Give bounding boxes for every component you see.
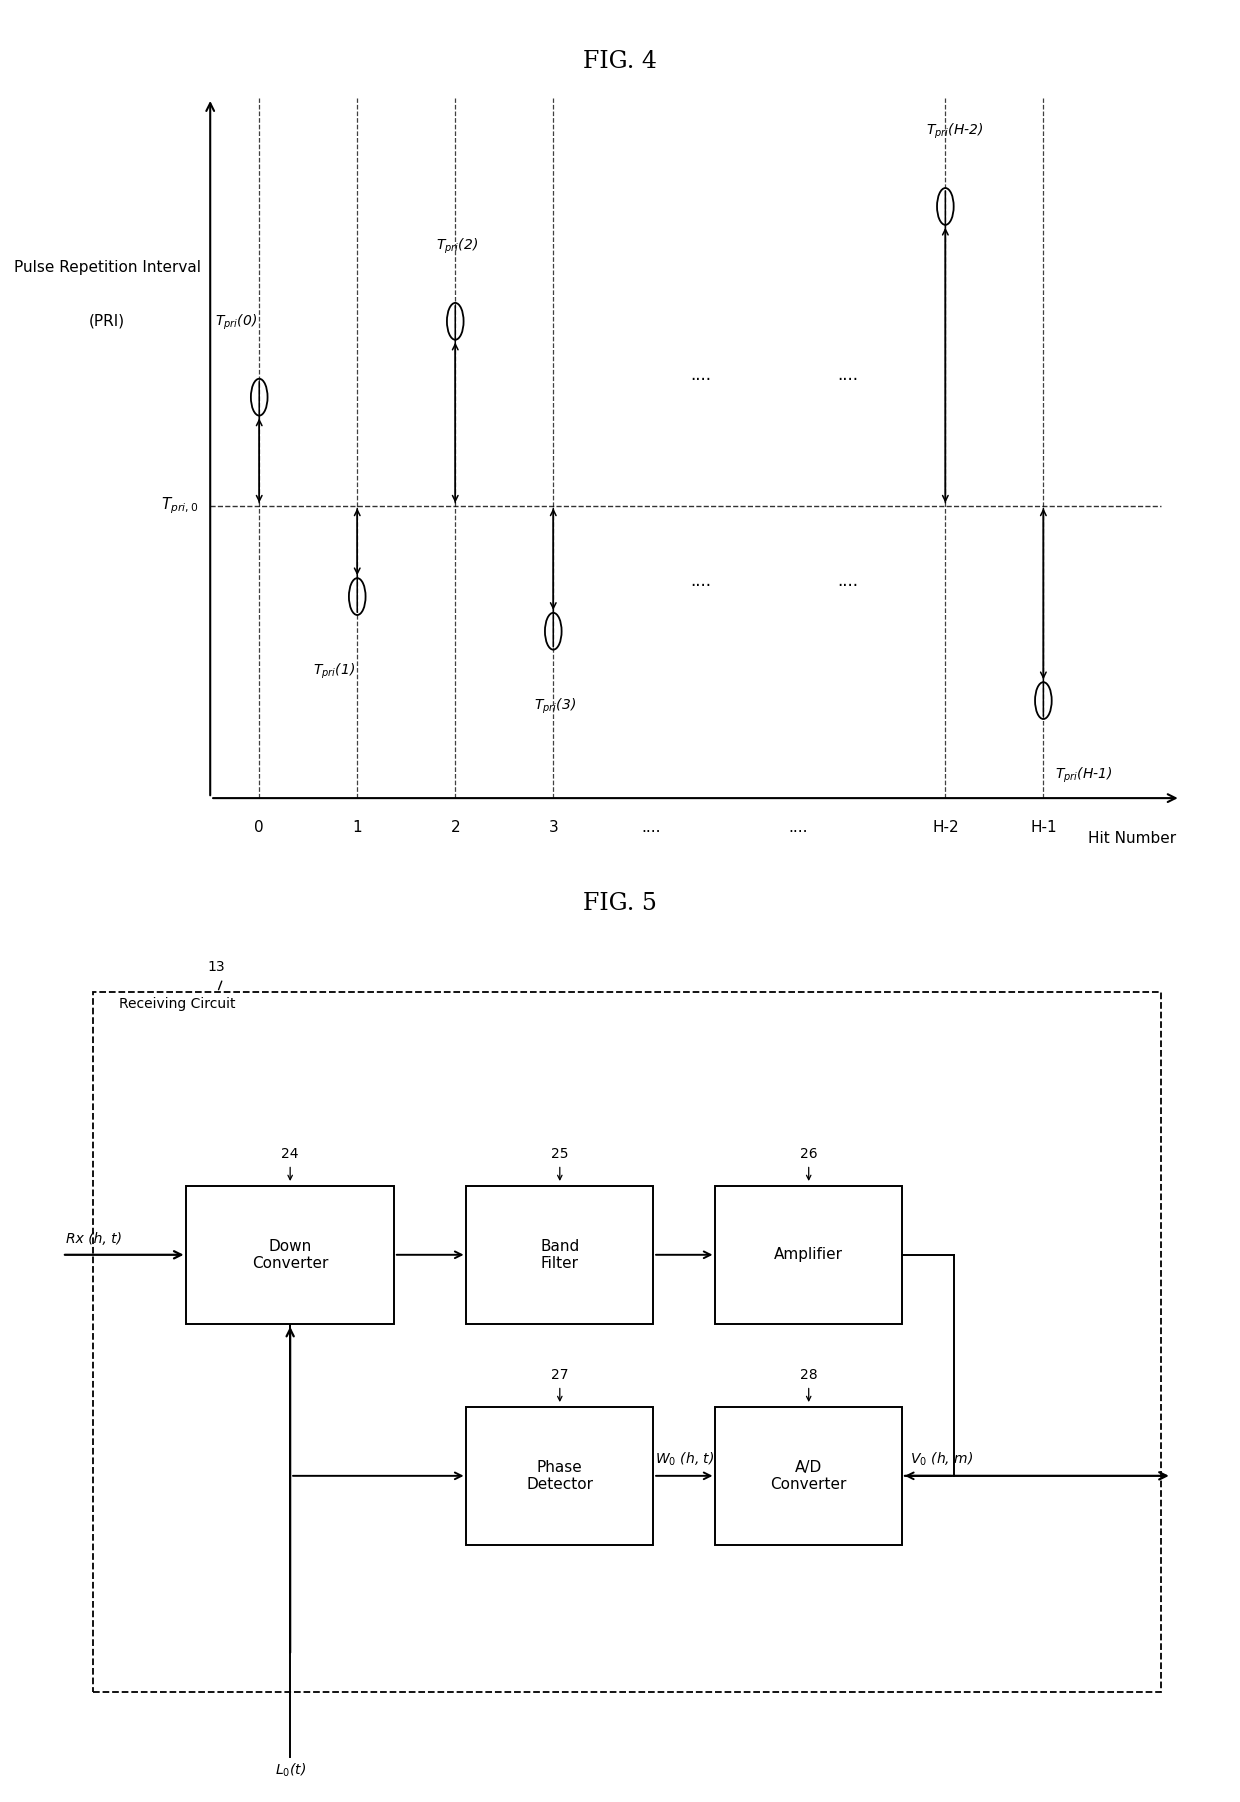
Text: Band
Filter: Band Filter — [541, 1238, 579, 1270]
Text: A/D
Converter: A/D Converter — [770, 1460, 847, 1492]
Text: 24: 24 — [281, 1146, 299, 1160]
Text: Receiving Circuit: Receiving Circuit — [119, 997, 236, 1011]
Text: Rx (h, t): Rx (h, t) — [66, 1231, 123, 1245]
Text: 1: 1 — [352, 820, 362, 834]
Text: ....: .... — [789, 820, 808, 834]
Text: Down
Converter: Down Converter — [252, 1238, 329, 1270]
Text: ....: .... — [837, 573, 858, 591]
Text: 0: 0 — [254, 820, 264, 834]
FancyBboxPatch shape — [93, 993, 1162, 1692]
Text: W$_0$ (h, t): W$_0$ (h, t) — [655, 1451, 714, 1469]
Text: T$_{pri}$(H-2): T$_{pri}$(H-2) — [926, 123, 983, 141]
Text: Pulse Repetition Interval: Pulse Repetition Interval — [14, 259, 201, 274]
Text: T$_{pri}$(H-1): T$_{pri}$(H-1) — [1055, 766, 1112, 786]
FancyBboxPatch shape — [715, 1186, 901, 1324]
Text: 26: 26 — [800, 1146, 817, 1160]
Text: T$_{pri}$(0): T$_{pri}$(0) — [215, 314, 257, 332]
Text: FIG. 4: FIG. 4 — [583, 50, 657, 74]
Text: 27: 27 — [551, 1368, 569, 1382]
Text: FIG. 5: FIG. 5 — [583, 892, 657, 915]
Text: Phase
Detector: Phase Detector — [526, 1460, 593, 1492]
Text: ....: .... — [689, 366, 711, 384]
Text: 3: 3 — [548, 820, 558, 834]
FancyBboxPatch shape — [186, 1186, 394, 1324]
FancyBboxPatch shape — [466, 1186, 653, 1324]
Text: ....: .... — [641, 820, 661, 834]
Text: ....: .... — [837, 366, 858, 384]
FancyBboxPatch shape — [715, 1407, 901, 1544]
Text: 28: 28 — [800, 1368, 817, 1382]
Text: Hit Number: Hit Number — [1087, 831, 1176, 845]
Text: 2: 2 — [450, 820, 460, 834]
Text: T$_{pri, 0}$: T$_{pri, 0}$ — [161, 496, 198, 515]
Text: T$_{pri}$(1): T$_{pri}$(1) — [314, 661, 355, 681]
Text: Amplifier: Amplifier — [774, 1247, 843, 1261]
Text: ....: .... — [689, 573, 711, 591]
Text: V$_0$ (h, m): V$_0$ (h, m) — [910, 1451, 973, 1469]
FancyBboxPatch shape — [466, 1407, 653, 1544]
Text: T$_{pri}$(2): T$_{pri}$(2) — [435, 238, 477, 256]
Text: L$_0$(t): L$_0$(t) — [274, 1761, 306, 1779]
Text: H-1: H-1 — [1030, 820, 1056, 834]
Text: (PRI): (PRI) — [89, 314, 125, 328]
Text: H-2: H-2 — [932, 820, 959, 834]
Text: 25: 25 — [551, 1146, 569, 1160]
Text: 13: 13 — [207, 960, 224, 973]
Text: T$_{pri}$(3): T$_{pri}$(3) — [533, 696, 575, 715]
